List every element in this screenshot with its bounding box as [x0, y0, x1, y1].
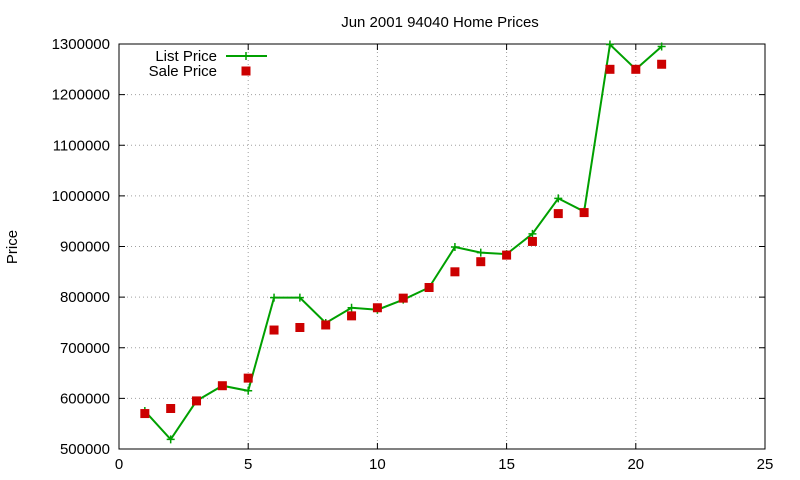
- x-tick-label: 15: [498, 456, 515, 473]
- legend-label: List Price: [155, 48, 217, 65]
- sale-price-point: [140, 409, 150, 419]
- y-tick-label: 700000: [60, 340, 110, 357]
- sale-price-point: [269, 325, 279, 335]
- sale-price-point: [605, 64, 615, 74]
- series: [140, 40, 667, 444]
- sale-price-point: [553, 209, 563, 219]
- y-tick-label: 800000: [60, 289, 110, 306]
- sale-price-point: [476, 257, 486, 267]
- sale-price-point: [579, 208, 589, 218]
- sale-price-point: [450, 267, 460, 277]
- x-tick-label: 20: [627, 456, 644, 473]
- list-price-point: [295, 293, 304, 302]
- list-price-point: [528, 229, 537, 238]
- sale-price-point: [166, 404, 176, 413]
- series-sale-price: [140, 59, 667, 419]
- list-price-point: [166, 435, 175, 444]
- legend-label: Sale Price: [149, 63, 217, 80]
- legend-square-marker: [241, 66, 251, 76]
- sale-price-point: [243, 373, 253, 383]
- chart-title: Jun 2001 94040 Home Prices: [341, 14, 539, 31]
- y-tick-label: 1100000: [53, 137, 110, 154]
- grid: [119, 44, 765, 449]
- list-price-point: [657, 42, 666, 51]
- y-tick-label: 1000000: [52, 188, 110, 205]
- y-tick-label: 1300000: [52, 36, 110, 53]
- sale-price-point: [192, 396, 202, 406]
- sale-price-point: [372, 303, 382, 313]
- sale-price-point: [657, 59, 667, 69]
- y-tick-label: 1200000: [52, 87, 110, 104]
- x-tick-label: 0: [115, 456, 123, 473]
- list-price-point: [244, 386, 253, 395]
- sale-price-point: [217, 381, 227, 391]
- y-tick-label: 600000: [60, 390, 110, 407]
- y-tick-label: 900000: [60, 239, 110, 256]
- list-price-point: [554, 194, 563, 203]
- legend-plus-marker: [242, 52, 250, 60]
- sale-price-point: [502, 250, 512, 260]
- x-tick-label: 25: [757, 456, 774, 473]
- sale-price-point: [631, 64, 641, 74]
- x-tick-label: 10: [369, 456, 386, 473]
- list-price-line: [144, 42, 663, 441]
- sale-price-point: [321, 320, 331, 330]
- y-axis-label: Price: [4, 230, 21, 264]
- sale-price-point: [295, 323, 305, 332]
- list-price-point: [450, 243, 459, 252]
- list-price-point: [476, 248, 485, 257]
- sale-price-point: [398, 293, 408, 303]
- list-price-point: [605, 40, 614, 49]
- axis-ticks: 0 5 10 15 20 25 500000 600000 700000 800000 900000…: [52, 36, 774, 473]
- x-tick-label: 5: [244, 456, 252, 473]
- list-price-point: [270, 293, 279, 302]
- sale-price-point: [347, 311, 357, 321]
- y-tick-label: 500000: [60, 441, 110, 458]
- list-price-point: [347, 303, 356, 312]
- sale-price-point: [527, 236, 537, 246]
- sale-price-point: [424, 283, 434, 293]
